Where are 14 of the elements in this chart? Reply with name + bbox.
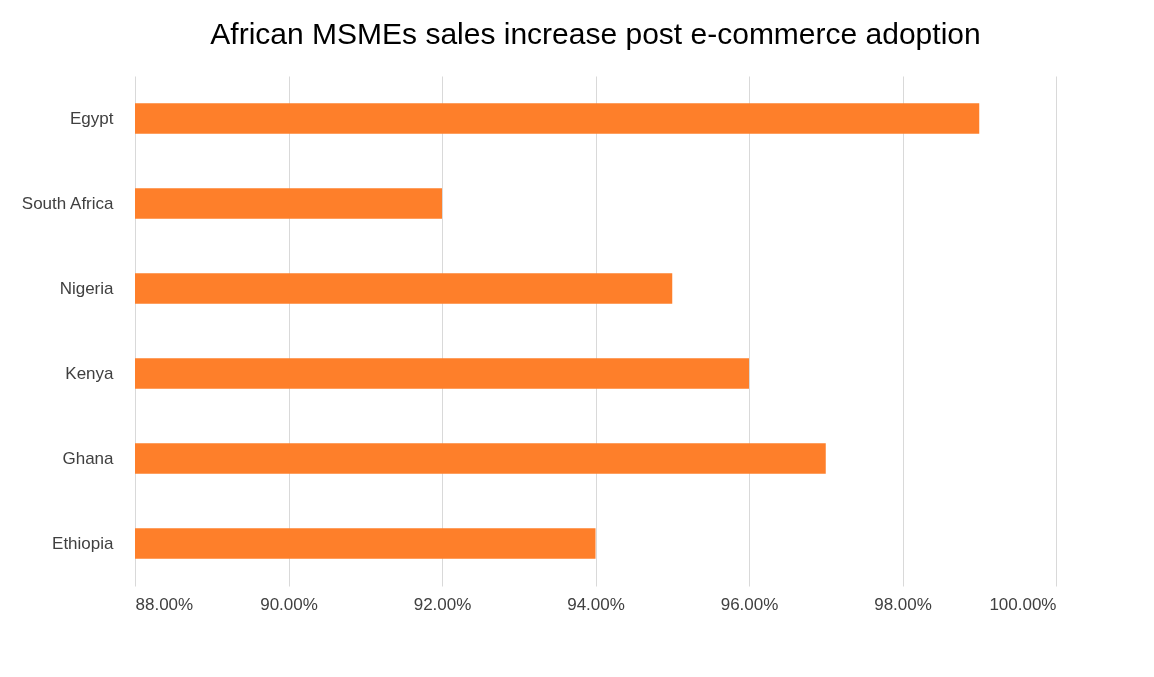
chart-title: African MSMEs sales increase post e-commerce adoption (210, 17, 981, 50)
y-tick-label: Ghana (62, 448, 115, 468)
y-tick-label: Egypt (70, 108, 114, 128)
x-tick-label: 88.00% (135, 594, 194, 614)
x-tick-label: 100.00% (989, 594, 1057, 614)
x-tick-label: 92.00% (413, 594, 472, 614)
y-tick-label: South Africa (21, 193, 115, 213)
x-tick-label: 94.00% (567, 594, 625, 614)
x-tick-label: 98.00% (874, 594, 932, 614)
x-tick-label: 90.00% (260, 594, 318, 614)
y-tick-label: Kenya (65, 363, 115, 383)
x-tick-label: 96.00% (720, 594, 779, 614)
y-tick-label: Ethiopia (52, 533, 115, 553)
y-tick-label: Nigeria (59, 278, 115, 298)
